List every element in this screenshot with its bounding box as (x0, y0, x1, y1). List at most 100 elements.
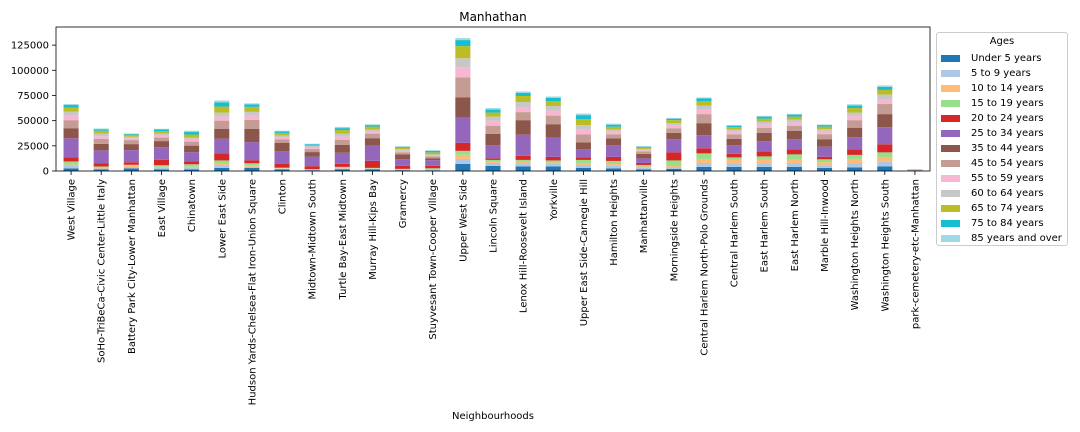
x-axis-label: Neighbourhoods (452, 411, 534, 422)
bar-stack (425, 150, 441, 171)
x-tick-label: Hudson Yards-Chelsea-Flat Iron-Union Squ… (247, 179, 258, 405)
bar-segment (877, 144, 893, 153)
legend-item: Under 5 years (941, 51, 1042, 66)
bar-segment (425, 155, 441, 157)
bar-segment (153, 128, 170, 130)
bar-segment (274, 143, 290, 152)
x-tick-label: Clinton (278, 179, 289, 214)
bar-segment (184, 134, 200, 138)
bar-segment (244, 167, 260, 171)
bar-segment (636, 151, 652, 154)
bar-segment (847, 149, 863, 155)
bar-segment (816, 156, 833, 160)
bar-segment (636, 169, 652, 171)
bar-segment (877, 127, 893, 145)
bar-segment (334, 163, 350, 167)
bar-segment (636, 148, 652, 151)
bar-segment (304, 149, 320, 153)
bar-segment (847, 137, 863, 150)
x-tick-label: Stuyvesant Town-Cooper Village (428, 179, 439, 340)
bar-segment (455, 163, 471, 171)
bar-segment (666, 117, 682, 119)
bar-segment (334, 152, 350, 164)
bar-segment (575, 142, 591, 150)
bar-segment (364, 138, 380, 146)
legend-label: 20 to 24 years (971, 113, 1044, 124)
x-tick-label: Central Harlem North-Polo Grounds (699, 179, 710, 356)
legend-label: 10 to 14 years (971, 83, 1044, 94)
legend-swatch (941, 55, 960, 62)
bar-segment (153, 133, 170, 136)
bar-segment (93, 133, 109, 137)
bar-segment (696, 123, 712, 136)
bar-segment (425, 169, 441, 170)
bar-segment (93, 130, 109, 134)
bar-segment (93, 129, 109, 131)
y-tick-label: 0 (43, 167, 49, 178)
bar-segment (786, 162, 802, 167)
bar-segment (786, 119, 802, 123)
bar-segment (786, 113, 802, 115)
bar-segment (877, 104, 893, 115)
legend-label: 15 to 19 years (971, 98, 1044, 109)
bar-segment (877, 99, 893, 105)
bar-segment (756, 163, 772, 167)
bar-segment (847, 104, 863, 106)
bar-segment (455, 142, 471, 151)
x-tick-label: park-cemetery-etc-Manhattan (910, 179, 921, 329)
bar-segment (123, 166, 139, 169)
bar-segment (425, 152, 441, 155)
bar-segment (395, 146, 411, 147)
bar-segment (123, 133, 139, 135)
y-tick-label: 100000 (11, 66, 49, 77)
bar-segment (425, 150, 441, 151)
bar-segment (606, 145, 622, 157)
x-tick-label: Hamilton Heights (609, 179, 620, 266)
bar-segment (214, 102, 230, 107)
bar-segment (485, 109, 501, 113)
bar-segment (816, 167, 833, 171)
x-tick-label: Central Harlem South (730, 179, 741, 287)
bar-segment (123, 133, 139, 134)
bar-stack (455, 38, 471, 171)
bar-segment (184, 130, 200, 133)
bar-segment (63, 107, 79, 112)
bar-segment (485, 145, 501, 159)
bar-segment (214, 120, 230, 129)
bar-segment (455, 46, 471, 59)
bar-segment (726, 163, 742, 167)
bar-segment (364, 131, 380, 134)
x-tick-label: SoHo-TriBeCa-Civic Center-Little Italy (97, 179, 108, 363)
x-tick-label: Washington Heights North (850, 179, 861, 310)
bar-segment (334, 144, 350, 153)
bar-stack (485, 108, 501, 171)
bar-segment (666, 160, 682, 166)
bar-segment (847, 167, 863, 171)
x-axis: West Village SoHo-TriBeCa-Civic Center-Li… (67, 171, 921, 405)
legend-label: 65 to 74 years (971, 203, 1044, 214)
bar-segment (666, 120, 682, 124)
x-tick-label: East Harlem North (790, 179, 801, 271)
bar-segment (515, 120, 531, 135)
chart-title: Manhathan (459, 10, 527, 24)
bar-segment (575, 162, 591, 165)
bar-segment (786, 139, 802, 150)
bar-segment (666, 118, 682, 121)
x-tick-label: Upper West Side (458, 179, 469, 262)
bar-stack (184, 130, 200, 171)
bar-segment (696, 97, 712, 99)
bar-segment (214, 106, 230, 113)
bar-segment (515, 134, 531, 156)
bar-segment (364, 169, 380, 171)
bar-segment (214, 167, 230, 171)
bar-stack (123, 133, 139, 171)
bar-segment (847, 120, 863, 128)
bar-segment (334, 133, 350, 137)
bar-segment (184, 167, 200, 170)
legend-swatch (941, 205, 960, 212)
bar-segment (696, 101, 712, 106)
bar-segment (304, 147, 320, 150)
bar-segment (244, 111, 260, 116)
bar-segment (877, 85, 893, 87)
bar-segment (93, 169, 109, 171)
